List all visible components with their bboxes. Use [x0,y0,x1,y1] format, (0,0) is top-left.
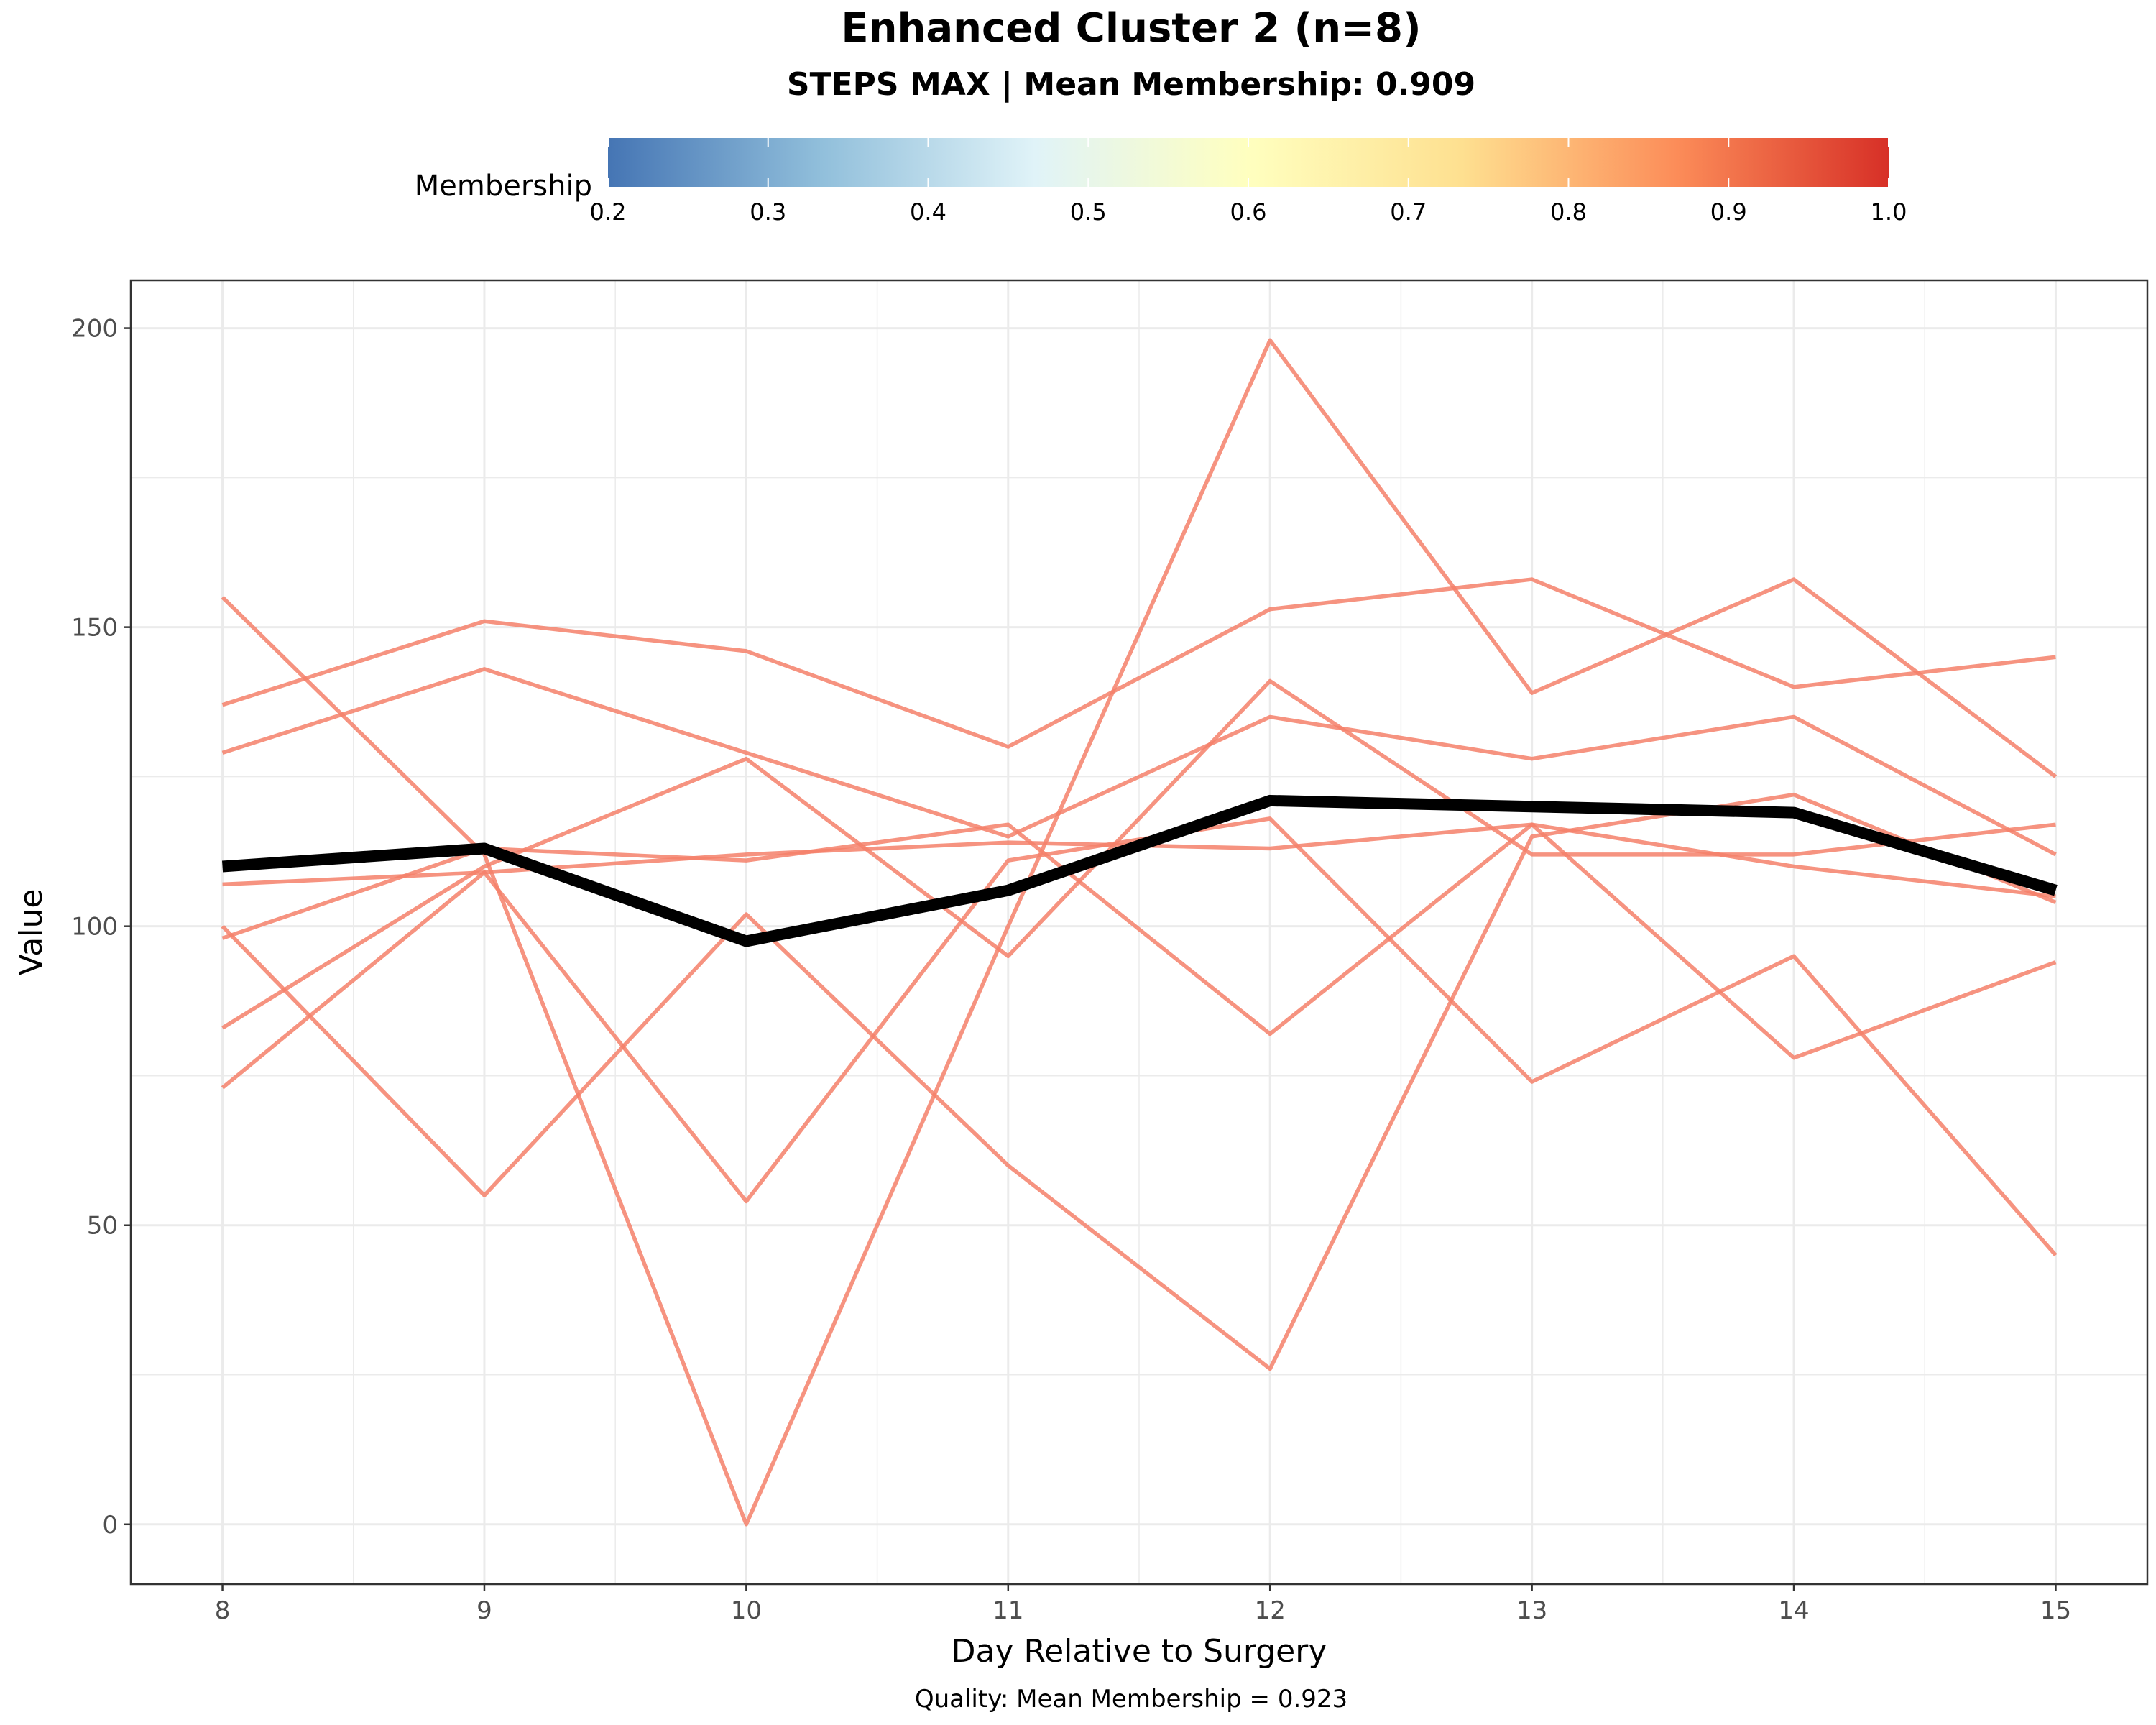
y-tick-label: 50 [87,1212,118,1241]
series-line [221,338,2058,1527]
colorbar-tick-label: 0.4 [910,198,946,226]
series-line [221,667,2057,857]
y-tick-label: 200 [71,315,118,344]
x-tick-label: 10 [731,1596,762,1625]
y-tick-label: 100 [71,913,118,942]
colorbar-legend: Membership 0.2 0.3 0.4 0.5 0.6 0.7 0.8 0.9 1.0 [415,138,1907,226]
chart-caption: Quality: Mean Membership = 0.923 [915,1685,1348,1714]
colorbar-tick-label: 0.8 [1550,198,1587,226]
x-tick-label: 11 [992,1596,1023,1625]
colorbar-tick-label: 0.9 [1710,198,1747,226]
colorbar-tick-label: 0.2 [590,198,627,226]
mean-line [221,794,2058,947]
y-tick-label: 150 [71,614,118,643]
colorbar-ticks: 0.2 0.3 0.4 0.5 0.6 0.7 0.8 0.9 1.0 [590,138,1907,226]
mean-line-group [221,794,2058,947]
grid [131,280,2147,1584]
series-line [221,678,2056,1030]
x-axis-title: Day Relative to Surgery [952,1633,1327,1670]
x-tick-label: 15 [2040,1596,2071,1625]
y-tick-label: 0 [102,1511,118,1540]
x-tick-label: 8 [215,1596,231,1625]
x-tick-label: 9 [476,1596,492,1625]
colorbar-tick-label: 0.5 [1070,198,1107,226]
chart-subtitle: STEPS MAX | Mean Membership: 0.909 [787,66,1475,103]
chart-title: Enhanced Cluster 2 (n=8) [841,5,1421,52]
legend-title: Membership [415,170,592,203]
x-tick-label: 13 [1516,1596,1547,1625]
colorbar-tick-label: 1.0 [1871,198,1907,226]
colorbar-tick-label: 0.3 [750,198,786,226]
series-line [221,577,2056,749]
colorbar-tick-label: 0.7 [1390,198,1427,226]
plot-border [129,279,2149,1586]
x-tick-label: 14 [1778,1596,1809,1625]
series-lines [221,338,2058,1527]
y-axis-title: Value [13,889,50,976]
series-line [221,792,2057,1371]
colorbar-tick-label: 0.6 [1230,198,1267,226]
x-tick-label: 12 [1255,1596,1286,1625]
